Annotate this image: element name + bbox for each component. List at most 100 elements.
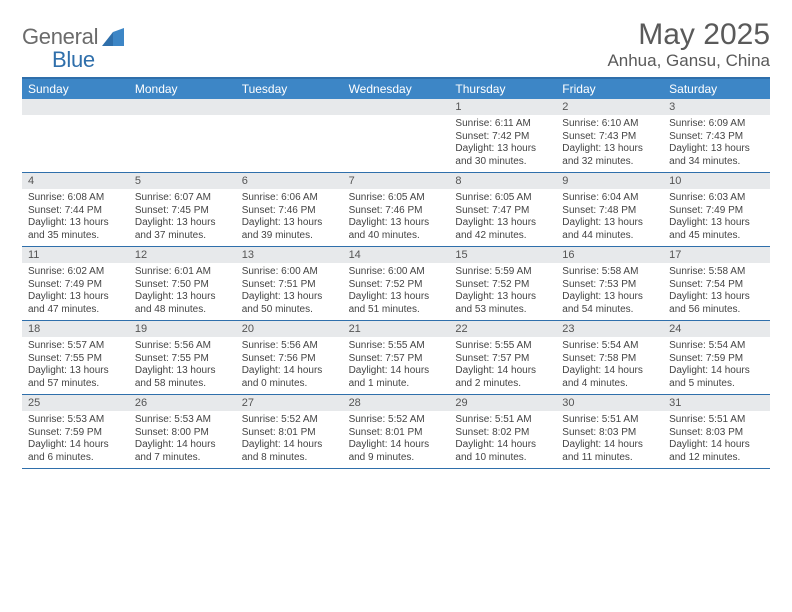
dow-monday: Monday — [129, 79, 236, 99]
sunset-line: Sunset: 7:59 PM — [669, 353, 764, 366]
daylight-line: Daylight: 13 hours and 32 minutes. — [562, 143, 657, 168]
day-number: 25 — [22, 395, 129, 411]
dow-friday: Friday — [556, 79, 663, 99]
brand-blue: Blue — [52, 47, 95, 72]
sunset-line: Sunset: 7:54 PM — [669, 279, 764, 292]
day-number: 12 — [129, 247, 236, 263]
day-body: Sunrise: 6:07 AMSunset: 7:45 PMDaylight:… — [129, 189, 236, 246]
day-number: 14 — [343, 247, 450, 263]
day-body: Sunrise: 6:04 AMSunset: 7:48 PMDaylight:… — [556, 189, 663, 246]
day-cell: 31Sunrise: 5:51 AMSunset: 8:03 PMDayligh… — [663, 395, 770, 468]
daylight-line: Daylight: 13 hours and 53 minutes. — [455, 291, 550, 316]
day-number: 23 — [556, 321, 663, 337]
day-cell: 25Sunrise: 5:53 AMSunset: 7:59 PMDayligh… — [22, 395, 129, 468]
day-cell: 9Sunrise: 6:04 AMSunset: 7:48 PMDaylight… — [556, 173, 663, 246]
day-cell: 29 Sunrise: 5:51 AMSunset: 8:02 PMDayligh… — [449, 395, 556, 468]
day-cell: 19Sunrise: 5:56 AMSunset: 7:55 PMDayligh… — [129, 321, 236, 394]
day-body: Sunrise: 5:54 AMSunset: 7:58 PMDaylight:… — [556, 337, 663, 394]
sunrise-line: Sunrise: 5:54 AM — [562, 340, 657, 353]
day-cell: 7Sunrise: 6:05 AMSunset: 7:46 PMDaylight… — [343, 173, 450, 246]
day-number: 6 — [236, 173, 343, 189]
daylight-line: Daylight: 13 hours and 44 minutes. — [562, 217, 657, 242]
day-number: 29 — [449, 395, 556, 411]
week-row: 11Sunrise: 6:02 AMSunset: 7:49 PMDayligh… — [22, 247, 770, 321]
day-number: 5 — [129, 173, 236, 189]
daylight-line: Daylight: 13 hours and 45 minutes. — [669, 217, 764, 242]
sunset-line: Sunset: 8:01 PM — [349, 427, 444, 440]
sunset-line: Sunset: 7:56 PM — [242, 353, 337, 366]
dow-sunday: Sunday — [22, 79, 129, 99]
day-cell: 23Sunrise: 5:54 AMSunset: 7:58 PMDayligh… — [556, 321, 663, 394]
day-cell: 27Sunrise: 5:52 AMSunset: 8:01 PMDayligh… — [236, 395, 343, 468]
sunset-line: Sunset: 8:02 PM — [455, 427, 550, 440]
daylight-line: Daylight: 14 hours and 1 minute. — [349, 365, 444, 390]
sunset-line: Sunset: 7:50 PM — [135, 279, 230, 292]
day-number: 30 — [556, 395, 663, 411]
day-cell: 24Sunrise: 5:54 AMSunset: 7:59 PMDayligh… — [663, 321, 770, 394]
sunset-line: Sunset: 7:47 PM — [455, 205, 550, 218]
day-cell: 26Sunrise: 5:53 AMSunset: 8:00 PMDayligh… — [129, 395, 236, 468]
sunrise-line: Sunrise: 5:53 AM — [135, 414, 230, 427]
sunset-line: Sunset: 7:51 PM — [242, 279, 337, 292]
day-cell — [236, 99, 343, 172]
day-cell — [129, 99, 236, 172]
day-number — [129, 99, 236, 115]
sunrise-line: Sunrise: 6:00 AM — [349, 266, 444, 279]
sunrise-line: Sunrise: 6:03 AM — [669, 192, 764, 205]
day-cell — [22, 99, 129, 172]
day-cell: 6 Sunrise: 6:06 AMSunset: 7:46 PMDaylight… — [236, 173, 343, 246]
sunset-line: Sunset: 7:53 PM — [562, 279, 657, 292]
day-number: 8 — [449, 173, 556, 189]
day-cell: 30Sunrise: 5:51 AMSunset: 8:03 PMDayligh… — [556, 395, 663, 468]
sunset-line: Sunset: 7:43 PM — [669, 131, 764, 144]
day-number: 26 — [129, 395, 236, 411]
daylight-line: Daylight: 14 hours and 10 minutes. — [455, 439, 550, 464]
sunset-line: Sunset: 7:55 PM — [135, 353, 230, 366]
sunset-line: Sunset: 8:03 PM — [562, 427, 657, 440]
sunrise-line: Sunrise: 6:09 AM — [669, 118, 764, 131]
day-number: 18 — [22, 321, 129, 337]
day-number — [236, 99, 343, 115]
day-cell: 28Sunrise: 5:52 AMSunset: 8:01 PMDayligh… — [343, 395, 450, 468]
day-number: 1 — [449, 99, 556, 115]
day-number: 3 — [663, 99, 770, 115]
sunset-line: Sunset: 7:46 PM — [349, 205, 444, 218]
day-cell: 21Sunrise: 5:55 AMSunset: 7:57 PMDayligh… — [343, 321, 450, 394]
daylight-line: Daylight: 13 hours and 57 minutes. — [28, 365, 123, 390]
day-body: Sunrise: 5:53 AMSunset: 8:00 PMDaylight:… — [129, 411, 236, 468]
brand-mark-icon — [102, 28, 124, 46]
sunrise-line: Sunrise: 5:55 AM — [349, 340, 444, 353]
dow-thursday: Thursday — [449, 79, 556, 99]
day-cell: 4Sunrise: 6:08 AMSunset: 7:44 PMDaylight… — [22, 173, 129, 246]
day-body — [129, 115, 236, 165]
day-cell: 11Sunrise: 6:02 AMSunset: 7:49 PMDayligh… — [22, 247, 129, 320]
daylight-line: Daylight: 13 hours and 51 minutes. — [349, 291, 444, 316]
sunset-line: Sunset: 7:52 PM — [349, 279, 444, 292]
day-cell: 5Sunrise: 6:07 AMSunset: 7:45 PMDaylight… — [129, 173, 236, 246]
daylight-line: Daylight: 14 hours and 5 minutes. — [669, 365, 764, 390]
day-body: Sunrise: 5:52 AMSunset: 8:01 PMDaylight:… — [343, 411, 450, 468]
day-body: Sunrise: 6:10 AMSunset: 7:43 PMDaylight:… — [556, 115, 663, 172]
day-number: 31 — [663, 395, 770, 411]
day-body: Sunrise: 5:57 AMSunset: 7:55 PMDaylight:… — [22, 337, 129, 394]
daylight-line: Daylight: 13 hours and 39 minutes. — [242, 217, 337, 242]
sunrise-line: Sunrise: 6:00 AM — [242, 266, 337, 279]
sunset-line: Sunset: 7:46 PM — [242, 205, 337, 218]
sunrise-line: Sunrise: 5:58 AM — [669, 266, 764, 279]
sunrise-line: Sunrise: 6:06 AM — [242, 192, 337, 205]
day-number: 21 — [343, 321, 450, 337]
sunrise-line: Sunrise: 5:51 AM — [455, 414, 550, 427]
day-number: 2 — [556, 99, 663, 115]
day-cell: 18Sunrise: 5:57 AMSunset: 7:55 PMDayligh… — [22, 321, 129, 394]
day-body: Sunrise: 5:53 AMSunset: 7:59 PMDaylight:… — [22, 411, 129, 468]
day-number: 20 — [236, 321, 343, 337]
location-subtitle: Anhua, Gansu, China — [607, 51, 770, 71]
day-number: 4 — [22, 173, 129, 189]
day-number: 10 — [663, 173, 770, 189]
day-cell: 2Sunrise: 6:10 AMSunset: 7:43 PMDaylight… — [556, 99, 663, 172]
daylight-line: Daylight: 13 hours and 58 minutes. — [135, 365, 230, 390]
day-cell: 14 Sunrise: 6:00 AMSunset: 7:52 PMDayligh… — [343, 247, 450, 320]
day-body: Sunrise: 5:54 AMSunset: 7:59 PMDaylight:… — [663, 337, 770, 394]
day-number: 11 — [22, 247, 129, 263]
sunrise-line: Sunrise: 6:10 AM — [562, 118, 657, 131]
